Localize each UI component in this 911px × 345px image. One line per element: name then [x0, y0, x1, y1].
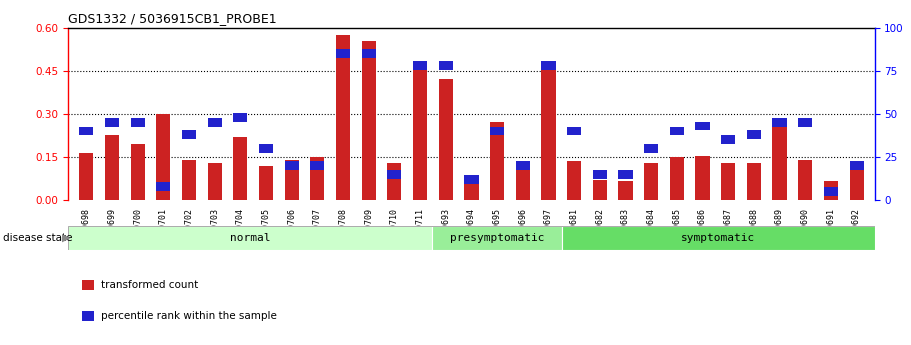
- Text: symptomatic: symptomatic: [681, 233, 755, 243]
- Bar: [798, 160, 813, 200]
- Bar: [208, 118, 221, 127]
- Bar: [670, 127, 684, 136]
- Bar: [182, 130, 196, 139]
- Bar: [619, 170, 632, 179]
- Bar: [68, 226, 433, 250]
- Text: presymptomatic: presymptomatic: [450, 233, 545, 243]
- Bar: [593, 180, 607, 200]
- Bar: [79, 127, 93, 136]
- Bar: [259, 166, 273, 200]
- Bar: [824, 187, 838, 196]
- Bar: [722, 135, 735, 144]
- Bar: [387, 170, 402, 179]
- Text: percentile rank within the sample: percentile rank within the sample: [101, 311, 277, 321]
- Bar: [567, 127, 581, 136]
- Bar: [516, 161, 530, 170]
- Text: transformed count: transformed count: [101, 280, 199, 290]
- Bar: [413, 65, 427, 200]
- Bar: [562, 226, 875, 250]
- Bar: [311, 161, 324, 170]
- Text: normal: normal: [230, 233, 271, 243]
- Bar: [387, 163, 402, 200]
- Bar: [567, 161, 581, 200]
- Bar: [157, 114, 170, 200]
- Bar: [284, 161, 299, 170]
- Text: GDS1332 / 5036915CB1_PROBE1: GDS1332 / 5036915CB1_PROBE1: [68, 12, 277, 25]
- Bar: [644, 144, 659, 152]
- Bar: [722, 163, 735, 200]
- Bar: [439, 79, 453, 200]
- Bar: [157, 182, 170, 190]
- Bar: [336, 49, 350, 58]
- Bar: [182, 160, 196, 200]
- Text: ▶: ▶: [62, 233, 70, 243]
- Bar: [413, 61, 427, 70]
- Bar: [79, 152, 93, 200]
- Bar: [747, 130, 761, 139]
- Bar: [362, 41, 376, 200]
- Bar: [798, 118, 813, 127]
- Bar: [516, 163, 530, 200]
- Bar: [465, 183, 478, 200]
- Bar: [644, 163, 659, 200]
- Bar: [850, 170, 864, 200]
- Bar: [619, 181, 632, 200]
- Bar: [105, 118, 119, 127]
- Bar: [433, 226, 562, 250]
- Bar: [105, 136, 119, 200]
- Bar: [670, 157, 684, 200]
- Bar: [490, 127, 504, 136]
- Bar: [311, 157, 324, 200]
- Bar: [695, 156, 710, 200]
- Bar: [850, 161, 864, 170]
- Bar: [747, 163, 761, 200]
- Bar: [465, 175, 478, 184]
- Bar: [233, 137, 248, 200]
- Bar: [541, 61, 556, 70]
- Bar: [130, 118, 145, 127]
- Bar: [541, 68, 556, 200]
- Bar: [773, 118, 786, 127]
- Bar: [233, 113, 248, 122]
- Bar: [336, 35, 350, 200]
- Bar: [439, 61, 453, 70]
- Text: disease state: disease state: [3, 233, 72, 243]
- Bar: [362, 49, 376, 58]
- Bar: [208, 163, 221, 200]
- Bar: [490, 122, 504, 200]
- Bar: [824, 181, 838, 200]
- Bar: [130, 144, 145, 200]
- Bar: [284, 160, 299, 200]
- Bar: [593, 170, 607, 179]
- Bar: [695, 122, 710, 130]
- Bar: [259, 144, 273, 152]
- Bar: [773, 120, 786, 200]
